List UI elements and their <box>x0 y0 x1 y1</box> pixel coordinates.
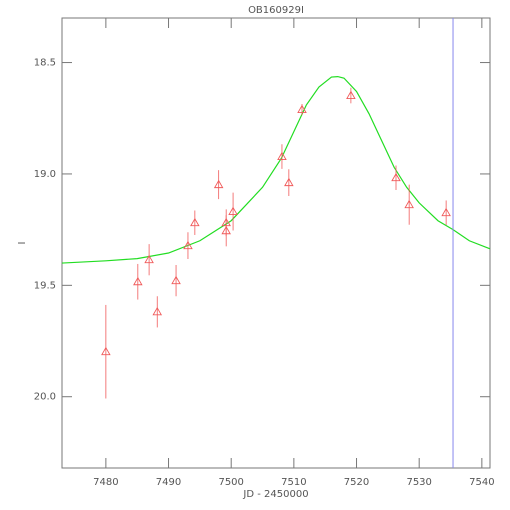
x-tick-label: 7500 <box>218 477 243 488</box>
plot-frame <box>61 17 491 469</box>
model-curve <box>61 75 491 264</box>
data-point <box>133 276 143 286</box>
data-point <box>346 90 356 99</box>
x-tick-label: 7490 <box>156 477 181 488</box>
y-axis-title: I <box>17 242 28 245</box>
y-tick-label: 19.5 <box>34 280 56 291</box>
data-point <box>183 240 193 250</box>
data-point <box>152 306 163 316</box>
data-point <box>441 207 451 217</box>
x-tick-label: 7520 <box>344 477 369 488</box>
data-point <box>228 206 238 216</box>
y-tick-label: 19.0 <box>34 169 56 180</box>
x-tick-label: 7530 <box>406 477 431 488</box>
data-point <box>297 104 307 114</box>
y-tick-label: 18.5 <box>34 58 56 69</box>
data-point <box>284 177 294 187</box>
x-tick-label: 7510 <box>281 477 306 488</box>
y-tick-label: 20.0 <box>34 392 56 403</box>
data-point <box>391 172 401 182</box>
data-point <box>213 179 224 189</box>
data-point <box>190 217 200 227</box>
data-point <box>144 254 154 264</box>
x-tick-label: 7540 <box>469 477 494 488</box>
data-point <box>404 199 414 209</box>
x-axis-title: JD - 2450000 <box>242 489 308 500</box>
data-point <box>101 346 111 356</box>
data-point <box>277 151 287 161</box>
chart-title: OB160929I <box>248 5 304 16</box>
data-point <box>171 275 181 285</box>
data-point <box>221 225 231 235</box>
x-tick-label: 7480 <box>93 477 118 488</box>
